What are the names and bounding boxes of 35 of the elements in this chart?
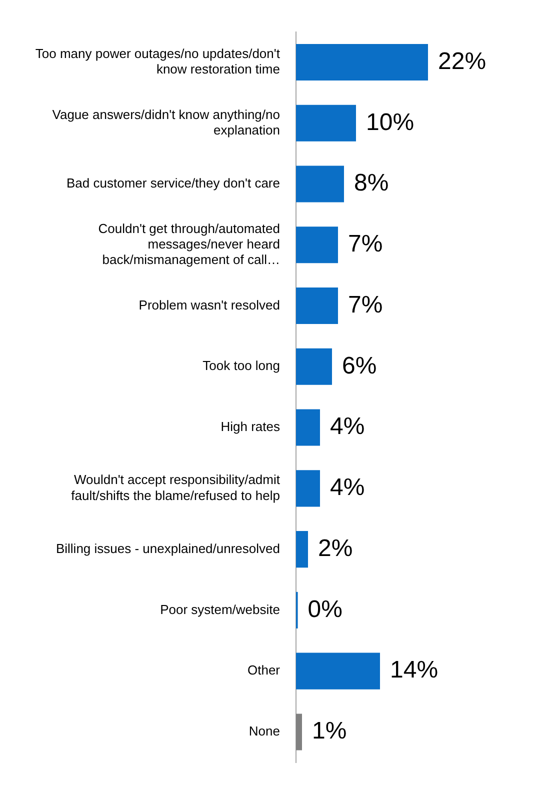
data-label: 2%: [318, 534, 353, 562]
bar: [296, 409, 320, 446]
y-tick-label: Couldn't get through/automated messages/never heard back/mismanagement of call…: [98, 220, 280, 268]
data-label: 4%: [330, 474, 365, 502]
y-tick-label: Wouldn't accept responsibility/admit fault/shifts the blame/refused to help: [71, 472, 280, 503]
y-tick-label: Took too long: [202, 358, 280, 374]
bar: [296, 166, 344, 202]
data-label: 10%: [366, 108, 414, 136]
bar: [296, 470, 320, 507]
bar: [296, 652, 380, 690]
data-label: 6%: [342, 352, 377, 380]
data-label: 14%: [390, 656, 438, 684]
bar: [296, 104, 356, 142]
data-label: 0%: [308, 596, 342, 623]
bar: [296, 288, 338, 324]
y-tick-label: Billing issues - unexplained/unresolved: [56, 540, 280, 556]
y-tick-label: Bad customer service/they don't care: [66, 176, 280, 191]
data-label: 22%: [438, 48, 486, 75]
bar: [296, 348, 332, 385]
data-label: 7%: [348, 291, 383, 318]
y-tick-label: Too many power outages/no updates/don't know restoration time: [35, 46, 280, 77]
data-label: 1%: [312, 718, 347, 745]
bar: [296, 714, 302, 750]
y-tick-label: High rates: [220, 419, 280, 434]
data-label: 4%: [330, 413, 365, 440]
y-tick-label: Vague answers/didn't know anything/no explanation: [52, 106, 280, 138]
bar: [296, 531, 308, 568]
bar: [296, 44, 428, 81]
data-label: 7%: [348, 230, 383, 258]
bar: [296, 226, 338, 264]
data-label: 8%: [354, 170, 389, 197]
y-tick-label: Other: [247, 662, 281, 678]
y-tick-label: Problem wasn't resolved: [138, 297, 280, 312]
y-tick-label: Poor system/website: [160, 602, 280, 617]
y-tick-label: None: [248, 724, 280, 739]
